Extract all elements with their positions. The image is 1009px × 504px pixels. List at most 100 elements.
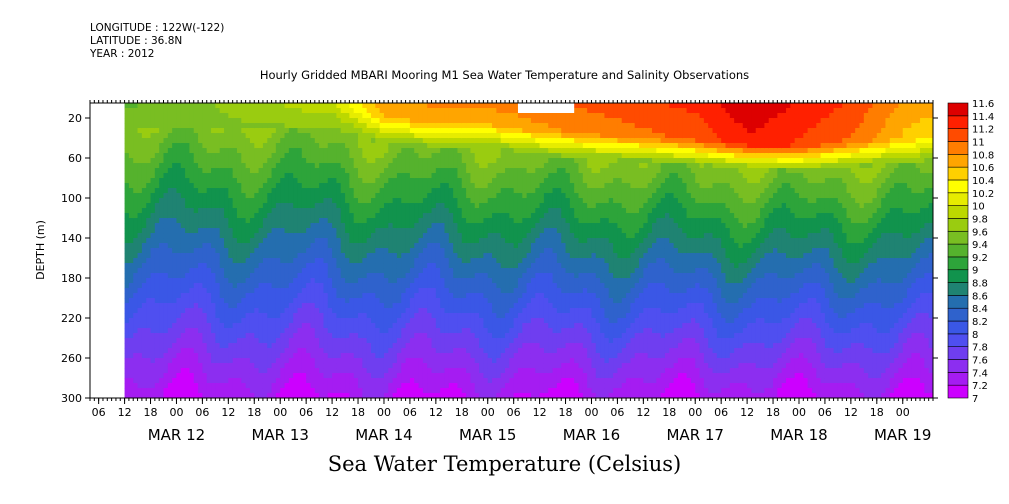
field-cell [258,163,264,169]
field-cell [371,118,376,124]
field-cell [180,348,186,354]
field-cell [236,218,242,224]
field-cell [141,228,147,234]
field-cell [461,113,467,119]
field-cell [167,148,173,154]
field-cell [262,313,268,319]
field-cell [461,358,467,364]
field-cell [258,158,264,164]
field-cell [258,148,264,154]
field-cell [271,218,277,224]
field-cell [163,238,169,244]
field-cell [254,208,260,214]
field-cell [453,158,459,164]
field-cell [172,208,178,214]
field-cell [440,128,446,134]
field-cell [224,243,229,249]
field-cell [193,178,199,184]
field-cell [124,103,130,109]
field-cell [409,268,415,274]
field-cell [375,203,381,209]
field-cell [383,123,389,129]
field-cell [474,243,480,249]
field-cell [271,228,277,234]
field-cell [185,108,191,114]
field-cell [444,128,450,134]
field-cell [444,193,450,199]
field-cell [358,213,363,219]
field-cell [383,168,389,174]
field-cell [124,323,130,329]
field-cell [332,293,338,299]
field-cell [353,123,359,129]
field-cell [383,233,389,239]
field-cell [219,318,225,324]
field-cell [258,103,264,109]
field-cell [474,173,480,179]
field-cell [383,163,389,169]
field-cell [150,148,156,154]
field-cell [457,153,463,159]
field-cell [293,318,299,324]
field-cell [353,273,359,279]
field-cell [392,253,398,259]
field-cell [159,128,165,134]
field-cell [146,348,152,354]
field-cell [245,288,251,294]
field-cell [474,298,480,304]
field-cell [245,248,251,254]
field-cell [137,233,143,239]
field-cell [362,318,368,324]
field-cell [185,243,191,249]
field-cell [396,148,402,154]
field-cell [193,373,199,379]
field-cell [323,138,329,144]
field-cell [202,248,208,254]
field-cell [141,138,147,144]
field-cell [444,218,450,224]
field-cell [141,133,147,139]
field-cell [258,213,264,219]
field-cell [293,358,299,364]
field-cell [366,103,372,109]
field-cell [150,108,156,114]
field-cell [219,148,225,154]
field-cell [366,163,372,169]
field-cell [314,343,320,349]
field-cell [241,328,247,334]
field-cell [172,263,178,269]
field-cell [219,268,225,274]
field-cell [362,213,368,219]
field-cell [241,253,247,259]
field-cell [405,278,411,284]
field-cell [396,313,402,319]
field-cell [401,238,407,244]
field-cell [159,338,165,344]
field-cell [245,313,251,319]
field-cell [176,113,182,119]
field-cell [288,238,294,244]
field-cell [310,163,316,169]
field-cell [474,248,480,254]
field-cell [301,338,307,344]
field-cell [215,313,221,319]
field-cell [332,158,338,164]
field-cell [306,293,312,299]
field-cell [254,358,260,364]
field-cell [150,173,156,179]
field-cell [336,113,342,119]
field-cell [461,103,467,109]
field-cell [228,173,234,179]
field-cell [319,343,325,349]
field-cell [232,203,238,209]
field-cell [293,273,299,279]
field-cell [440,363,446,369]
field-cell [379,148,385,154]
field-cell [461,298,467,304]
field-cell [245,383,251,389]
field-cell [362,233,368,239]
field-cell [137,108,143,114]
field-cell [301,348,307,354]
field-cell [288,243,294,249]
field-cell [405,288,411,294]
